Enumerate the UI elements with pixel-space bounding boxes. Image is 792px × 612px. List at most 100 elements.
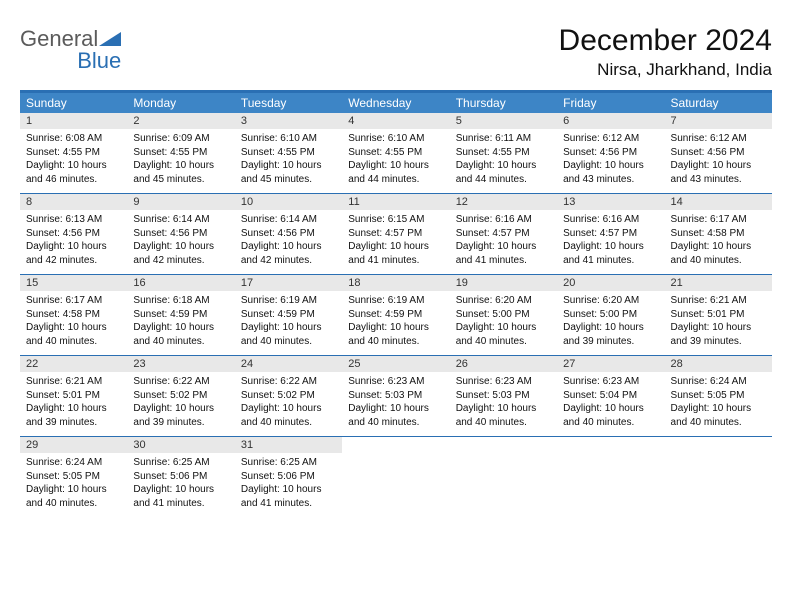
logo-triangle-icon	[99, 32, 121, 46]
sunset: Sunset: 5:01 PM	[671, 308, 766, 322]
day-cell: 22Sunrise: 6:21 AMSunset: 5:01 PMDayligh…	[20, 356, 127, 437]
day-cell: 7Sunrise: 6:12 AMSunset: 4:56 PMDaylight…	[665, 113, 772, 194]
day-data: Sunrise: 6:23 AMSunset: 5:03 PMDaylight:…	[450, 372, 557, 436]
day-cell	[342, 437, 449, 517]
day-data: Sunrise: 6:23 AMSunset: 5:03 PMDaylight:…	[342, 372, 449, 436]
sunrise: Sunrise: 6:25 AM	[241, 456, 336, 470]
sunset: Sunset: 5:05 PM	[671, 389, 766, 403]
day-cell: 13Sunrise: 6:16 AMSunset: 4:57 PMDayligh…	[557, 194, 664, 275]
sunset: Sunset: 5:03 PM	[456, 389, 551, 403]
sunrise: Sunrise: 6:14 AM	[241, 213, 336, 227]
day-data: Sunrise: 6:16 AMSunset: 4:57 PMDaylight:…	[450, 210, 557, 274]
day-data: Sunrise: 6:23 AMSunset: 5:04 PMDaylight:…	[557, 372, 664, 436]
sunset: Sunset: 4:59 PM	[348, 308, 443, 322]
sunrise: Sunrise: 6:24 AM	[26, 456, 121, 470]
day-header: Wednesday	[342, 92, 449, 114]
day-number: 10	[235, 194, 342, 210]
day-data: Sunrise: 6:18 AMSunset: 4:59 PMDaylight:…	[127, 291, 234, 355]
daylight: Daylight: 10 hours and 39 minutes.	[133, 402, 228, 429]
day-cell: 29Sunrise: 6:24 AMSunset: 5:05 PMDayligh…	[20, 437, 127, 517]
day-cell: 1Sunrise: 6:08 AMSunset: 4:55 PMDaylight…	[20, 113, 127, 194]
day-number: 9	[127, 194, 234, 210]
sunset: Sunset: 5:04 PM	[563, 389, 658, 403]
daylight: Daylight: 10 hours and 41 minutes.	[456, 240, 551, 267]
week-row: 29Sunrise: 6:24 AMSunset: 5:05 PMDayligh…	[20, 437, 772, 517]
sunrise: Sunrise: 6:10 AM	[241, 132, 336, 146]
sunset: Sunset: 4:59 PM	[133, 308, 228, 322]
daylight: Daylight: 10 hours and 40 minutes.	[241, 321, 336, 348]
sunrise: Sunrise: 6:10 AM	[348, 132, 443, 146]
calendar-page: General Blue December 2024 Nirsa, Jharkh…	[0, 0, 792, 537]
day-cell: 3Sunrise: 6:10 AMSunset: 4:55 PMDaylight…	[235, 113, 342, 194]
sunset: Sunset: 4:55 PM	[133, 146, 228, 160]
day-number: 25	[342, 356, 449, 372]
sunrise: Sunrise: 6:21 AM	[26, 375, 121, 389]
day-data: Sunrise: 6:24 AMSunset: 5:05 PMDaylight:…	[20, 453, 127, 517]
day-cell: 17Sunrise: 6:19 AMSunset: 4:59 PMDayligh…	[235, 275, 342, 356]
daylight: Daylight: 10 hours and 39 minutes.	[671, 321, 766, 348]
sunrise: Sunrise: 6:12 AM	[563, 132, 658, 146]
day-number: 29	[20, 437, 127, 453]
day-cell: 19Sunrise: 6:20 AMSunset: 5:00 PMDayligh…	[450, 275, 557, 356]
daylight: Daylight: 10 hours and 41 minutes.	[563, 240, 658, 267]
sunset: Sunset: 4:55 PM	[241, 146, 336, 160]
day-cell: 2Sunrise: 6:09 AMSunset: 4:55 PMDaylight…	[127, 113, 234, 194]
logo-line2: Blue	[77, 48, 121, 73]
day-number: 5	[450, 113, 557, 129]
sunrise: Sunrise: 6:23 AM	[456, 375, 551, 389]
sunset: Sunset: 4:56 PM	[133, 227, 228, 241]
daylight: Daylight: 10 hours and 40 minutes.	[348, 402, 443, 429]
day-number: 18	[342, 275, 449, 291]
sunset: Sunset: 4:56 PM	[563, 146, 658, 160]
day-cell: 26Sunrise: 6:23 AMSunset: 5:03 PMDayligh…	[450, 356, 557, 437]
day-number: 4	[342, 113, 449, 129]
daylight: Daylight: 10 hours and 46 minutes.	[26, 159, 121, 186]
day-number: 24	[235, 356, 342, 372]
day-cell: 10Sunrise: 6:14 AMSunset: 4:56 PMDayligh…	[235, 194, 342, 275]
day-cell: 15Sunrise: 6:17 AMSunset: 4:58 PMDayligh…	[20, 275, 127, 356]
day-cell: 18Sunrise: 6:19 AMSunset: 4:59 PMDayligh…	[342, 275, 449, 356]
sunrise: Sunrise: 6:16 AM	[456, 213, 551, 227]
sunrise: Sunrise: 6:11 AM	[456, 132, 551, 146]
sunset: Sunset: 4:58 PM	[26, 308, 121, 322]
day-number: 1	[20, 113, 127, 129]
day-data: Sunrise: 6:20 AMSunset: 5:00 PMDaylight:…	[557, 291, 664, 355]
sunrise: Sunrise: 6:17 AM	[671, 213, 766, 227]
day-cell: 11Sunrise: 6:15 AMSunset: 4:57 PMDayligh…	[342, 194, 449, 275]
daylight: Daylight: 10 hours and 44 minutes.	[348, 159, 443, 186]
sunset: Sunset: 4:55 PM	[348, 146, 443, 160]
day-header: Tuesday	[235, 92, 342, 114]
sunset: Sunset: 5:02 PM	[241, 389, 336, 403]
day-cell: 6Sunrise: 6:12 AMSunset: 4:56 PMDaylight…	[557, 113, 664, 194]
sunrise: Sunrise: 6:25 AM	[133, 456, 228, 470]
day-cell: 20Sunrise: 6:20 AMSunset: 5:00 PMDayligh…	[557, 275, 664, 356]
day-cell: 23Sunrise: 6:22 AMSunset: 5:02 PMDayligh…	[127, 356, 234, 437]
day-data: Sunrise: 6:20 AMSunset: 5:00 PMDaylight:…	[450, 291, 557, 355]
day-number: 21	[665, 275, 772, 291]
day-header: Thursday	[450, 92, 557, 114]
sunrise: Sunrise: 6:16 AM	[563, 213, 658, 227]
day-number: 7	[665, 113, 772, 129]
daylight: Daylight: 10 hours and 40 minutes.	[133, 321, 228, 348]
sunrise: Sunrise: 6:24 AM	[671, 375, 766, 389]
daylight: Daylight: 10 hours and 41 minutes.	[241, 483, 336, 510]
day-cell: 24Sunrise: 6:22 AMSunset: 5:02 PMDayligh…	[235, 356, 342, 437]
day-data: Sunrise: 6:10 AMSunset: 4:55 PMDaylight:…	[235, 129, 342, 193]
day-cell: 12Sunrise: 6:16 AMSunset: 4:57 PMDayligh…	[450, 194, 557, 275]
sunrise: Sunrise: 6:12 AM	[671, 132, 766, 146]
day-data: Sunrise: 6:15 AMSunset: 4:57 PMDaylight:…	[342, 210, 449, 274]
day-number: 26	[450, 356, 557, 372]
day-number: 16	[127, 275, 234, 291]
day-number: 17	[235, 275, 342, 291]
sunrise: Sunrise: 6:23 AM	[563, 375, 658, 389]
daylight: Daylight: 10 hours and 40 minutes.	[241, 402, 336, 429]
week-row: 1Sunrise: 6:08 AMSunset: 4:55 PMDaylight…	[20, 113, 772, 194]
sunrise: Sunrise: 6:15 AM	[348, 213, 443, 227]
day-cell: 4 Sunrise: 6:10 AMSunset: 4:55 PMDaylight…	[342, 113, 449, 194]
daylight: Daylight: 10 hours and 40 minutes.	[26, 483, 121, 510]
daylight: Daylight: 10 hours and 44 minutes.	[456, 159, 551, 186]
daylight: Daylight: 10 hours and 40 minutes.	[348, 321, 443, 348]
day-cell: 31Sunrise: 6:25 AMSunset: 5:06 PMDayligh…	[235, 437, 342, 517]
day-header: Friday	[557, 92, 664, 114]
sunrise: Sunrise: 6:17 AM	[26, 294, 121, 308]
